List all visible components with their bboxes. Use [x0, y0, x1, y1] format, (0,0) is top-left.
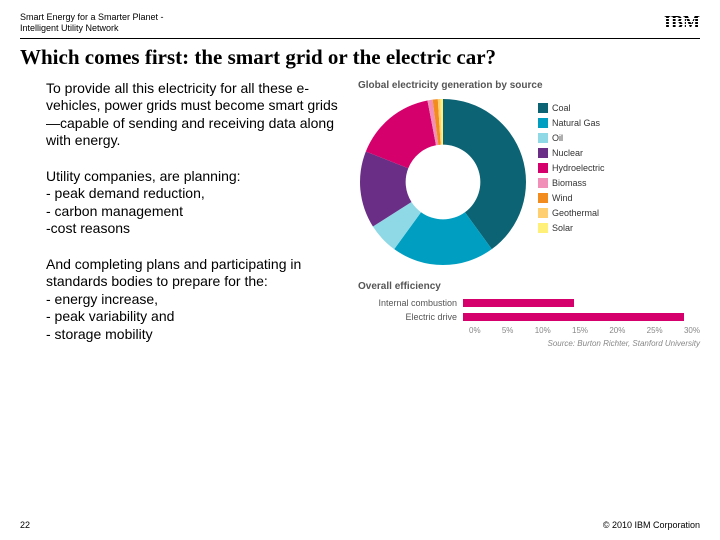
legend-item: Natural Gas — [538, 118, 605, 128]
slide-header: Smart Energy for a Smarter Planet - Inte… — [0, 0, 720, 38]
page-number: 22 — [20, 520, 30, 530]
legend-label: Oil — [552, 133, 563, 143]
donut-chart-title: Global electricity generation by source — [358, 80, 700, 91]
efficiency-row: Internal combustion — [358, 298, 700, 308]
efficiency-bars: Internal combustion Electric drive — [358, 298, 700, 322]
legend-swatch — [538, 208, 548, 218]
legend-label: Hydroelectric — [552, 163, 605, 173]
header-rule — [20, 38, 700, 39]
legend-label: Natural Gas — [552, 118, 600, 128]
legend-swatch — [538, 178, 548, 188]
legend-item: Coal — [538, 103, 605, 113]
efficiency-tick: 0% — [469, 326, 481, 335]
efficiency-tick: 10% — [535, 326, 551, 335]
legend-item: Nuclear — [538, 148, 605, 158]
efficiency-row-label: Internal combustion — [358, 298, 463, 308]
efficiency-bar-track — [463, 313, 700, 321]
legend-item: Geothermal — [538, 208, 605, 218]
legend-swatch — [538, 133, 548, 143]
slide-footer: 22 © 2010 IBM Corporation — [20, 520, 700, 530]
efficiency-bar-fill — [463, 313, 684, 321]
header-subtitle: Smart Energy for a Smarter Planet - Inte… — [20, 12, 164, 34]
legend-item: Wind — [538, 193, 605, 203]
donut-legend: Coal Natural Gas Oil Nuclear Hydroelectric Bi… — [538, 103, 605, 233]
legend-swatch — [538, 193, 548, 203]
efficiency-chart: Overall efficiency Internal combustion El… — [358, 281, 700, 348]
copyright: © 2010 IBM Corporation — [603, 520, 700, 530]
ibm-logo: IBM — [664, 12, 700, 33]
efficiency-tick: 5% — [502, 326, 514, 335]
content-area: To provide all this electricity for all … — [0, 80, 720, 362]
efficiency-bar-fill — [463, 299, 574, 307]
legend-item: Hydroelectric — [538, 163, 605, 173]
legend-label: Nuclear — [552, 148, 583, 158]
efficiency-tick: 30% — [684, 326, 700, 335]
paragraph-2: Utility companies, are planning: - peak … — [46, 168, 340, 238]
efficiency-axis: 0% 5% 10% 15% 20% 25% 30% — [463, 326, 700, 335]
legend-label: Wind — [552, 193, 573, 203]
legend-swatch — [538, 163, 548, 173]
efficiency-title: Overall efficiency — [358, 281, 700, 292]
efficiency-tick: 25% — [647, 326, 663, 335]
legend-label: Geothermal — [552, 208, 599, 218]
efficiency-tick: 20% — [609, 326, 625, 335]
legend-swatch — [538, 118, 548, 128]
legend-swatch — [538, 103, 548, 113]
legend-item: Solar — [538, 223, 605, 233]
slide-title: Which comes first: the smart grid or the… — [0, 45, 720, 80]
legend-label: Biomass — [552, 178, 587, 188]
efficiency-bar-track — [463, 299, 700, 307]
legend-item: Biomass — [538, 178, 605, 188]
legend-swatch — [538, 148, 548, 158]
efficiency-source: Source: Burton Richter, Stanford Univers… — [358, 339, 700, 348]
body-text-column: To provide all this electricity for all … — [20, 80, 340, 362]
efficiency-row: Electric drive — [358, 312, 700, 322]
legend-swatch — [538, 223, 548, 233]
header-line2: Intelligent Utility Network — [20, 23, 164, 34]
paragraph-3: And completing plans and participating i… — [46, 256, 340, 344]
donut-chart-area: Coal Natural Gas Oil Nuclear Hydroelectric Bi… — [358, 97, 700, 267]
header-line1: Smart Energy for a Smarter Planet - — [20, 12, 164, 23]
legend-label: Coal — [552, 103, 571, 113]
legend-item: Oil — [538, 133, 605, 143]
efficiency-row-label: Electric drive — [358, 312, 463, 322]
donut-chart — [358, 97, 528, 267]
efficiency-tick: 15% — [572, 326, 588, 335]
paragraph-1: To provide all this electricity for all … — [46, 80, 340, 150]
charts-column: Global electricity generation by source … — [358, 80, 700, 362]
legend-label: Solar — [552, 223, 573, 233]
